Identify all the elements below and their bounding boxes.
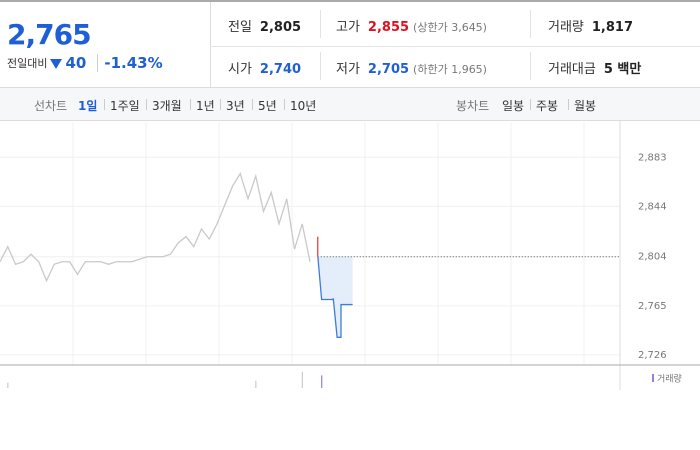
price: 2,765: [7, 18, 92, 51]
change-value: 40: [65, 54, 87, 72]
stat: 저가 2,705 (하한가 1,965): [336, 58, 487, 77]
legend-marker: [652, 374, 654, 382]
tab-separator: [190, 99, 191, 110]
y-tick-label: 2,883: [638, 152, 667, 163]
change-label: 전일대비: [7, 57, 48, 70]
divider: [530, 10, 531, 38]
legend-label: 거래량: [657, 373, 682, 385]
stat: 거래대금 5 백만: [548, 58, 641, 77]
price-line: [0, 172, 311, 283]
tab-separator: [284, 99, 285, 110]
tab[interactable]: 월봉: [574, 99, 597, 113]
volume-bar: [301, 371, 303, 388]
stat-value: 2,705: [367, 62, 410, 77]
tab[interactable]: 일봉: [502, 99, 525, 113]
volume-bar: [7, 382, 9, 388]
change: 전일대비 40 -1.43%: [7, 54, 163, 72]
change-rate: -1.43%: [97, 54, 163, 72]
stat-value: 5 백만: [603, 62, 642, 77]
tab[interactable]: 5년: [258, 99, 277, 113]
y-tick-label: 2,765: [638, 301, 667, 312]
stat-value: 2,855: [367, 20, 410, 35]
chart: 2,883 2,844 2,804 2,765 2,726 거래량: [0, 120, 700, 390]
tab-separator: [104, 99, 105, 110]
divider: [210, 46, 700, 47]
stat-label: 전일: [228, 20, 252, 35]
stat: 고가 2,855 (상한가 3,645): [336, 16, 487, 35]
divider: [530, 52, 531, 80]
y-tick-label: 2,804: [638, 252, 667, 263]
tab-group-label: 선차트: [34, 99, 68, 113]
stat: 전일 2,805: [228, 16, 301, 35]
volume-bar: [321, 375, 323, 388]
stat-label: 거래량: [548, 20, 584, 35]
divider: [320, 10, 321, 38]
y-tick-label: 2,726: [638, 350, 667, 361]
down-arrow: [50, 58, 63, 69]
stat-note: (하한가 1,965): [413, 63, 487, 76]
tab[interactable]: 10년: [290, 99, 317, 113]
divider: [320, 52, 321, 80]
tab-separator: [146, 99, 147, 110]
price-line: [317, 256, 353, 338]
stat-label: 고가: [336, 20, 360, 35]
tab-group-label: 봉차트: [456, 99, 490, 113]
price-box: 2,765 전일대비 40 -1.43%: [0, 2, 211, 88]
tab-separator: [568, 99, 569, 110]
tab[interactable]: 1주일: [110, 99, 140, 113]
stat: 시가 2,740: [228, 58, 301, 77]
tab-separator: [530, 99, 531, 110]
stat-note: (상한가 3,645): [413, 21, 487, 34]
stat-value: 1,817: [591, 20, 634, 35]
stat-label: 거래대금: [548, 62, 596, 77]
area: [317, 236, 353, 338]
tab-separator: [220, 99, 221, 110]
stat-label: 저가: [336, 62, 360, 77]
chart-tabs: 선차트 1일 1주일 3개월 1년 3년 5년 10년 봉차트 일봉 주봉 월봉: [0, 88, 700, 121]
tab[interactable]: 3년: [226, 99, 245, 113]
quote-panel: 2,765 전일대비 40 -1.43% 전일 2,805 고가 2,855 (상한가 …: [0, 0, 700, 88]
tab[interactable]: 1일: [78, 99, 98, 113]
volume-bar: [255, 380, 257, 388]
stat-label: 시가: [228, 62, 252, 77]
tab[interactable]: 1년: [196, 99, 215, 113]
stat-value: 2,740: [259, 62, 302, 77]
tab[interactable]: 주봉: [536, 99, 559, 113]
tab-separator: [252, 99, 253, 110]
y-tick-label: 2,844: [638, 201, 667, 212]
stat: 거래량 1,817: [548, 16, 633, 35]
tab[interactable]: 3개월: [152, 99, 182, 113]
stat-value: 2,805: [259, 20, 302, 35]
